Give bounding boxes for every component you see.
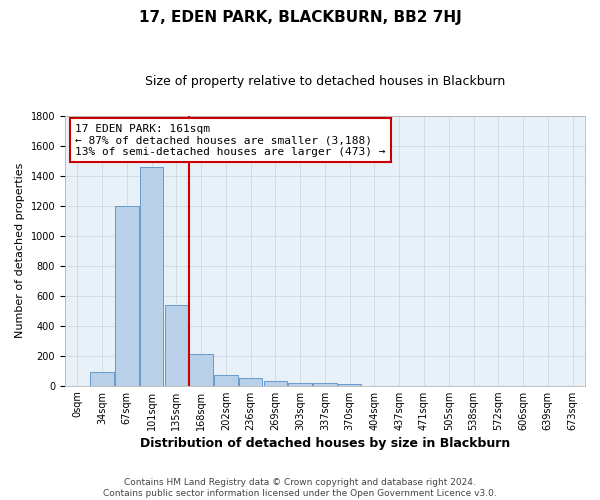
Title: Size of property relative to detached houses in Blackburn: Size of property relative to detached ho… bbox=[145, 75, 505, 88]
Bar bbox=[338, 384, 361, 386]
Text: 17 EDEN PARK: 161sqm
← 87% of detached houses are smaller (3,188)
13% of semi-de: 17 EDEN PARK: 161sqm ← 87% of detached h… bbox=[76, 124, 386, 157]
Bar bbox=[190, 354, 213, 386]
Bar bbox=[214, 375, 238, 386]
Bar bbox=[164, 304, 188, 386]
Bar bbox=[90, 372, 114, 386]
Bar bbox=[140, 166, 163, 386]
Y-axis label: Number of detached properties: Number of detached properties bbox=[15, 163, 25, 338]
Text: Contains HM Land Registry data © Crown copyright and database right 2024.
Contai: Contains HM Land Registry data © Crown c… bbox=[103, 478, 497, 498]
Bar bbox=[115, 206, 139, 386]
Text: 17, EDEN PARK, BLACKBURN, BB2 7HJ: 17, EDEN PARK, BLACKBURN, BB2 7HJ bbox=[139, 10, 461, 25]
Bar bbox=[239, 378, 262, 386]
Bar bbox=[289, 382, 312, 386]
X-axis label: Distribution of detached houses by size in Blackburn: Distribution of detached houses by size … bbox=[140, 437, 510, 450]
Bar bbox=[313, 384, 337, 386]
Bar bbox=[263, 381, 287, 386]
